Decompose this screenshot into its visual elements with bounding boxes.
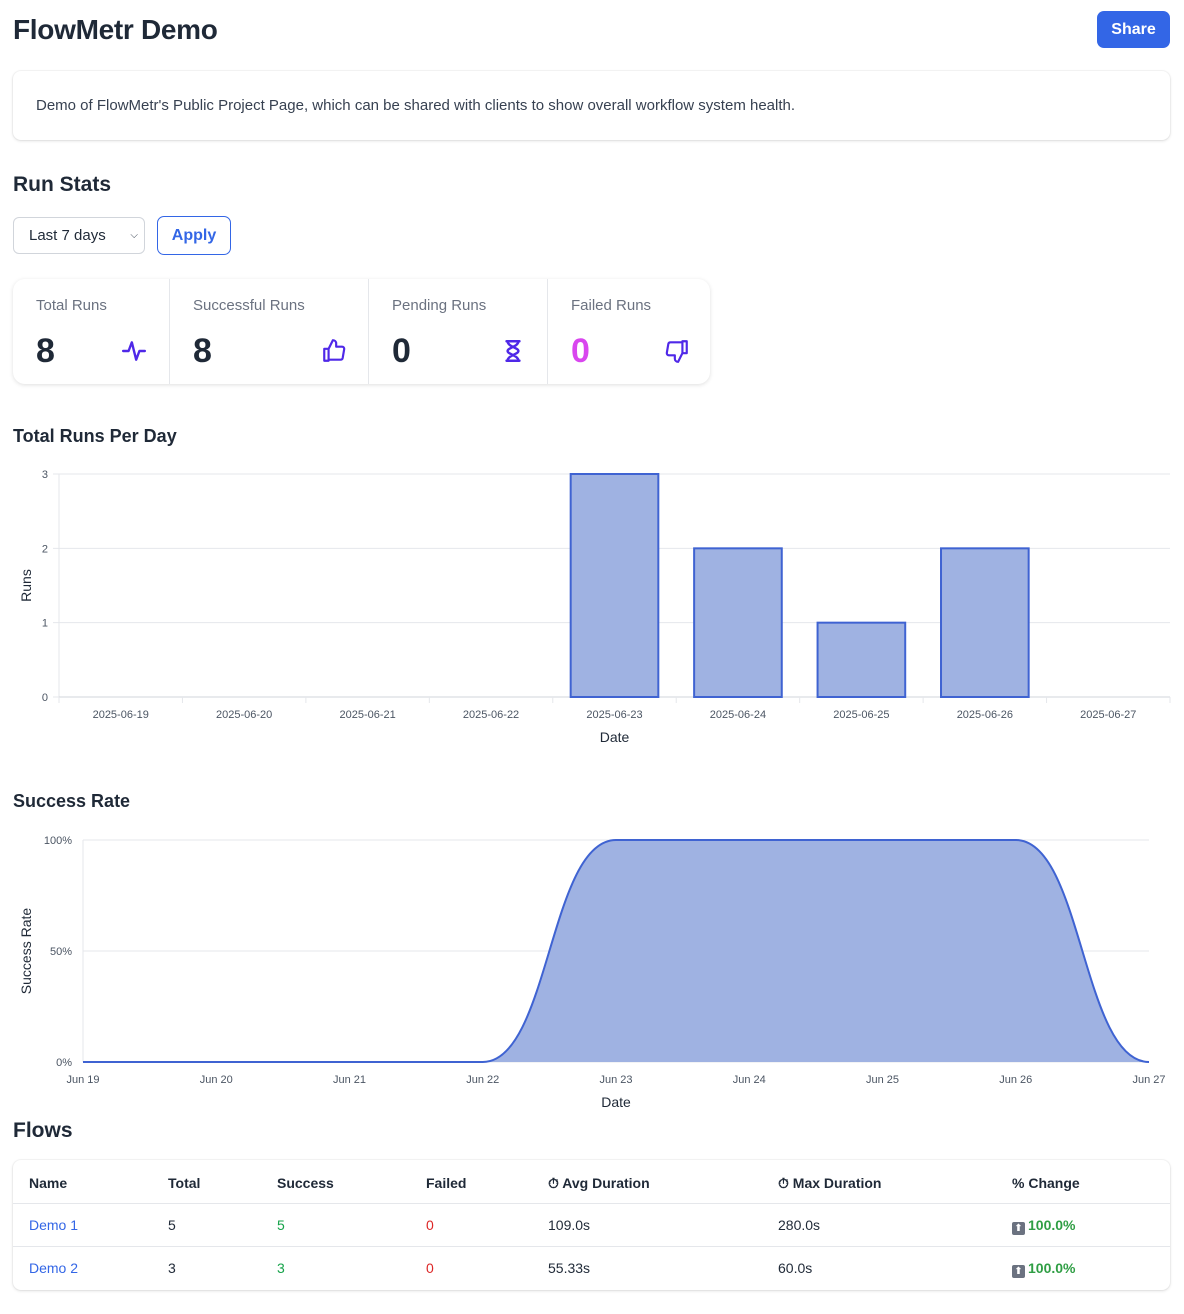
thumbs-down-icon	[665, 340, 688, 363]
share-button[interactable]: Share	[1097, 11, 1170, 48]
flow-change: ⬆ 100.0%	[1012, 1260, 1075, 1278]
stat-label: Successful Runs	[193, 297, 305, 314]
x-tick-label: 2025-06-27	[1080, 709, 1136, 721]
bar	[693, 547, 783, 699]
y-tick-label: 50%	[50, 946, 72, 958]
column-header-name: Name	[29, 1175, 68, 1191]
stat-label: Total Runs	[36, 297, 107, 314]
stats-card: Total Runs 8 Successful Runs 8 Pending R…	[13, 279, 710, 384]
y-tick-label: 100%	[44, 835, 72, 847]
column-header-failed: Failed	[426, 1175, 467, 1191]
x-tick-label: Jun 21	[333, 1074, 366, 1086]
x-tick-label: 2025-06-21	[339, 709, 395, 721]
stat-pending-runs: Pending Runs 0	[368, 279, 547, 384]
run-stats-title: Run Stats	[13, 173, 112, 196]
y-tick-label: 3	[42, 469, 48, 481]
x-tick-label: Jun 27	[1132, 1074, 1165, 1086]
flow-name-link[interactable]: Demo 1	[29, 1217, 79, 1233]
y-tick-label: 0%	[56, 1057, 72, 1069]
success-rate-line	[83, 839, 1150, 1063]
description-text: Demo of FlowMetr's Public Project Page, …	[36, 97, 796, 114]
x-tick-label: Jun 23	[599, 1074, 632, 1086]
flow-max-duration: 60.0s	[778, 1260, 813, 1276]
date-range-select[interactable]: Last 7 days ⌵	[13, 217, 145, 254]
bar	[816, 621, 907, 699]
flow-name-link[interactable]: Demo 2	[29, 1260, 79, 1276]
stat-value: 8	[36, 332, 55, 370]
y-axis-title: Runs	[18, 569, 34, 602]
stat-total-runs: Total Runs 8	[13, 279, 169, 384]
divider	[13, 1246, 1170, 1247]
x-axis-title: Date	[601, 1094, 631, 1110]
x-tick-label: Jun 24	[733, 1074, 766, 1086]
success-rate-chart: 0% 50% 100% Jun 19 Jun 20 Jun 21 Jun 22 Jun 23 J…	[18, 835, 1166, 1110]
flow-failed: 0	[426, 1217, 434, 1233]
stat-value: 0	[571, 332, 590, 370]
x-tick-label: 2025-06-26	[957, 709, 1013, 721]
x-tick-label: Jun 26	[999, 1074, 1032, 1086]
stat-successful-runs: Successful Runs 8	[169, 279, 368, 384]
x-tick-label: 2025-06-25	[833, 709, 889, 721]
x-tick-label: 2025-06-20	[216, 709, 272, 721]
bar	[569, 473, 660, 698]
description-card: Demo of FlowMetr's Public Project Page, …	[13, 71, 1170, 140]
x-tick-label: 2025-06-22	[463, 709, 519, 721]
thumbs-up-icon	[323, 339, 346, 362]
flow-change-value: 100.0%	[1028, 1260, 1076, 1276]
flow-avg-duration: 109.0s	[548, 1217, 591, 1233]
x-tick-label: Jun 25	[866, 1074, 899, 1086]
apply-button[interactable]: Apply	[157, 216, 231, 255]
column-header-change: % Change	[1012, 1175, 1080, 1191]
column-header-max-duration: ⏱ Max Duration	[778, 1175, 882, 1191]
flow-success: 3	[277, 1260, 285, 1276]
x-tick-label: 2025-06-24	[710, 709, 766, 721]
stat-value: 0	[392, 332, 411, 370]
y-axis-title: Success Rate	[18, 908, 34, 995]
runs-per-day-chart: 0 1 2 3 2025-06-19 2025-06-20 2025-06-21 2025-0…	[18, 469, 1171, 745]
stat-label: Pending Runs	[392, 297, 487, 314]
flows-title: Flows	[13, 1119, 73, 1142]
x-tick-label: 2025-06-23	[586, 709, 642, 721]
flow-total: 3	[168, 1260, 176, 1276]
date-range-value: Last 7 days	[29, 227, 106, 244]
activity-icon	[121, 341, 147, 361]
flow-success: 5	[277, 1217, 285, 1233]
x-tick-label: 2025-06-19	[93, 709, 149, 721]
chevron-down-icon: ⌵	[130, 230, 138, 241]
y-tick-label: 0	[42, 692, 48, 704]
page-title: FlowMetr Demo	[13, 14, 218, 45]
flow-max-duration: 280.0s	[778, 1217, 821, 1233]
column-header-success: Success	[277, 1175, 334, 1191]
stat-label: Failed Runs	[571, 297, 652, 314]
success-rate-title: Success Rate	[13, 791, 131, 811]
page-header: FlowMetr Demo Share	[13, 10, 1170, 50]
column-header-avg-duration: ⏱ Avg Duration	[548, 1175, 650, 1191]
stat-failed-runs: Failed Runs 0	[547, 279, 710, 384]
flow-change-value: 100.0%	[1028, 1217, 1076, 1233]
x-tick-label: Jun 19	[66, 1074, 99, 1086]
runs-per-day-title: Total Runs Per Day	[13, 426, 177, 446]
x-tick-label: Jun 20	[200, 1074, 233, 1086]
flow-change: ⬆ 100.0%	[1012, 1217, 1075, 1235]
arrow-up-icon: ⬆	[1012, 1265, 1025, 1278]
divider	[13, 1203, 1170, 1204]
y-tick-label: 1	[42, 618, 48, 630]
x-tick-label: Jun 22	[466, 1074, 499, 1086]
y-tick-label: 2	[42, 543, 48, 555]
flows-table: Name Total Success Failed ⏱ Avg Duration…	[13, 1160, 1170, 1290]
success-rate-area	[83, 840, 1149, 1062]
column-header-total: Total	[168, 1175, 201, 1191]
flow-avg-duration: 55.33s	[548, 1260, 591, 1276]
arrow-up-icon: ⬆	[1012, 1222, 1025, 1235]
hourglass-icon	[505, 340, 521, 362]
flow-total: 5	[168, 1217, 176, 1233]
x-axis-title: Date	[600, 729, 630, 745]
flow-failed: 0	[426, 1260, 434, 1276]
stat-value: 8	[193, 332, 212, 370]
bar	[940, 547, 1030, 699]
